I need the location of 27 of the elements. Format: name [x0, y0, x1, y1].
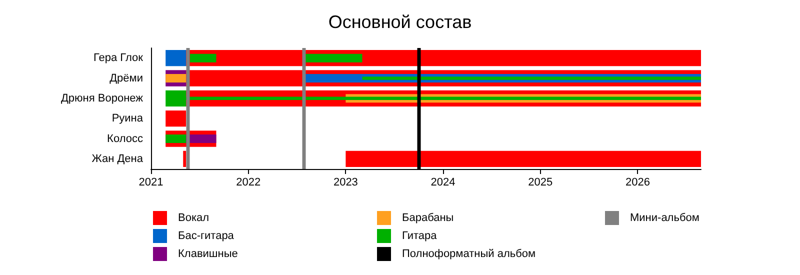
- legend-label: Барабаны: [402, 212, 454, 224]
- bar: [183, 150, 186, 167]
- bar: [190, 54, 216, 62]
- x-tick-label: 2023: [333, 176, 358, 188]
- legend-label: Гитара: [402, 230, 438, 242]
- bar: [186, 50, 701, 66]
- x-tick-label: 2021: [138, 176, 164, 188]
- bar: [166, 134, 186, 143]
- y-tick-label: Колосс: [107, 132, 144, 145]
- legend-label: Клавишные: [178, 248, 238, 260]
- chart-title: Основной состав: [328, 12, 472, 32]
- legend-label: Мини-альбом: [630, 212, 700, 224]
- x-tick-label: 2022: [236, 176, 261, 188]
- y-tick-label: Гера Глок: [94, 52, 144, 64]
- bar: [166, 74, 186, 82]
- bar: [166, 110, 186, 127]
- y-tick-label: Дрёми: [110, 72, 143, 84]
- legend-label: Полноформатный альбом: [402, 248, 536, 260]
- x-tick-label: 2024: [430, 176, 456, 188]
- legend-label: Вокал: [178, 212, 210, 224]
- y-tick-label: Руина: [112, 112, 144, 125]
- y-tick-label: Дрюня Воронеж: [60, 92, 144, 104]
- y-tick-label: Жан Дена: [92, 152, 144, 165]
- bar: [346, 150, 701, 167]
- x-tick-label: 2026: [625, 176, 650, 188]
- x-tick-label: 2025: [528, 176, 553, 188]
- legend-label: Бас-гитара: [178, 230, 235, 242]
